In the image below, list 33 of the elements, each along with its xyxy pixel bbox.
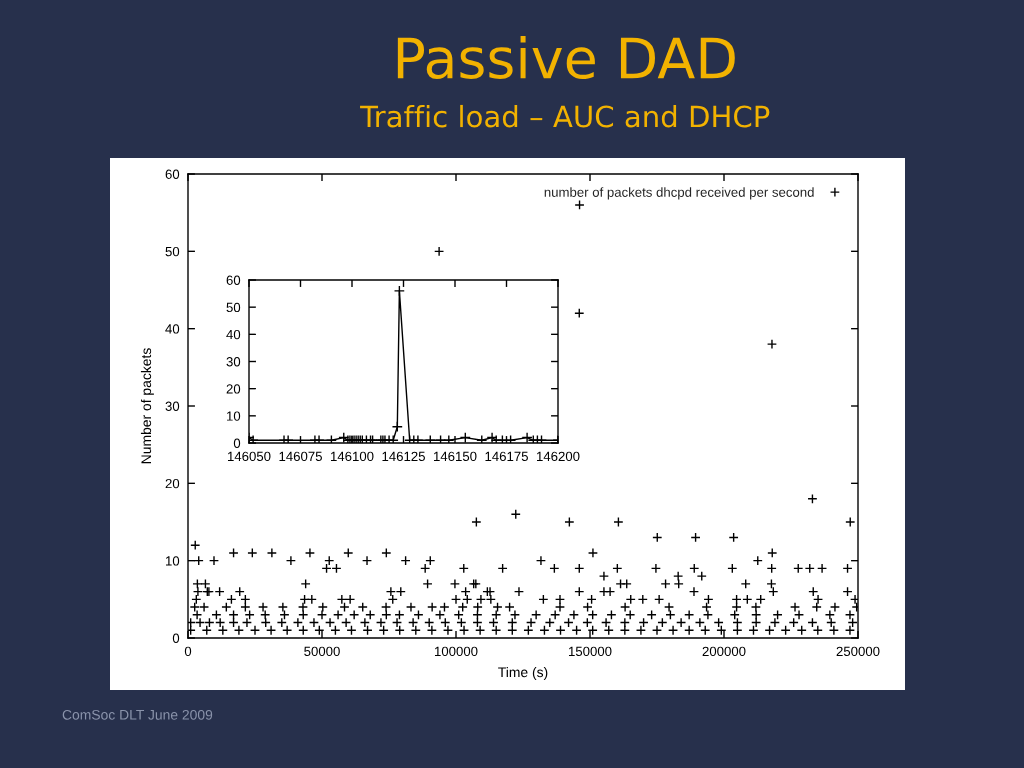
y-tick-label: 60: [226, 275, 241, 285]
x-tick-label: 146200: [536, 451, 580, 462]
legend-label: number of packets dhcpd received per second: [544, 187, 814, 200]
y-tick-label: 40: [226, 329, 241, 340]
x-tick-label: 146150: [433, 451, 477, 462]
y-tick-label: 30: [226, 357, 241, 367]
y-tick-label: 0: [172, 633, 180, 643]
y-tick-label: 40: [165, 324, 180, 334]
x-tick-label: 250000: [836, 646, 880, 657]
x-tick-label: 0: [184, 646, 192, 657]
y-tick-label: 60: [165, 169, 180, 179]
y-tick-label: 10: [227, 411, 241, 421]
y-tick-label: 0: [233, 438, 241, 448]
x-tick-label: 50000: [304, 646, 340, 657]
chart-subtitle: Traffic load – AUC and DHCP: [360, 104, 770, 128]
x-tick-label: 146050: [227, 451, 271, 462]
text: ComSoc DLT June 2009: [62, 709, 213, 720]
chart-title: Passive DAD: [397, 36, 735, 80]
y-tick-label: 10: [166, 556, 180, 566]
x-tick-label: 146100: [330, 451, 374, 462]
x-tick-label: 100000: [434, 646, 478, 657]
y-tick-label: 20: [226, 384, 241, 394]
x-tick-label: 200000: [702, 646, 746, 657]
x-tick-label: 146075: [279, 451, 322, 462]
x-tick-label: 150000: [568, 646, 612, 657]
x-tick-label: 146175: [485, 451, 528, 462]
y-tick-label: 50: [165, 246, 180, 257]
y-tick-label: 50: [226, 302, 241, 313]
y-axis-title: Number of packets: [140, 348, 154, 464]
x-axis-title: Time (s): [498, 666, 548, 680]
x-tick-label: 146125: [382, 451, 425, 462]
y-tick-label: 30: [165, 401, 180, 411]
y-tick-label: 20: [165, 478, 180, 489]
